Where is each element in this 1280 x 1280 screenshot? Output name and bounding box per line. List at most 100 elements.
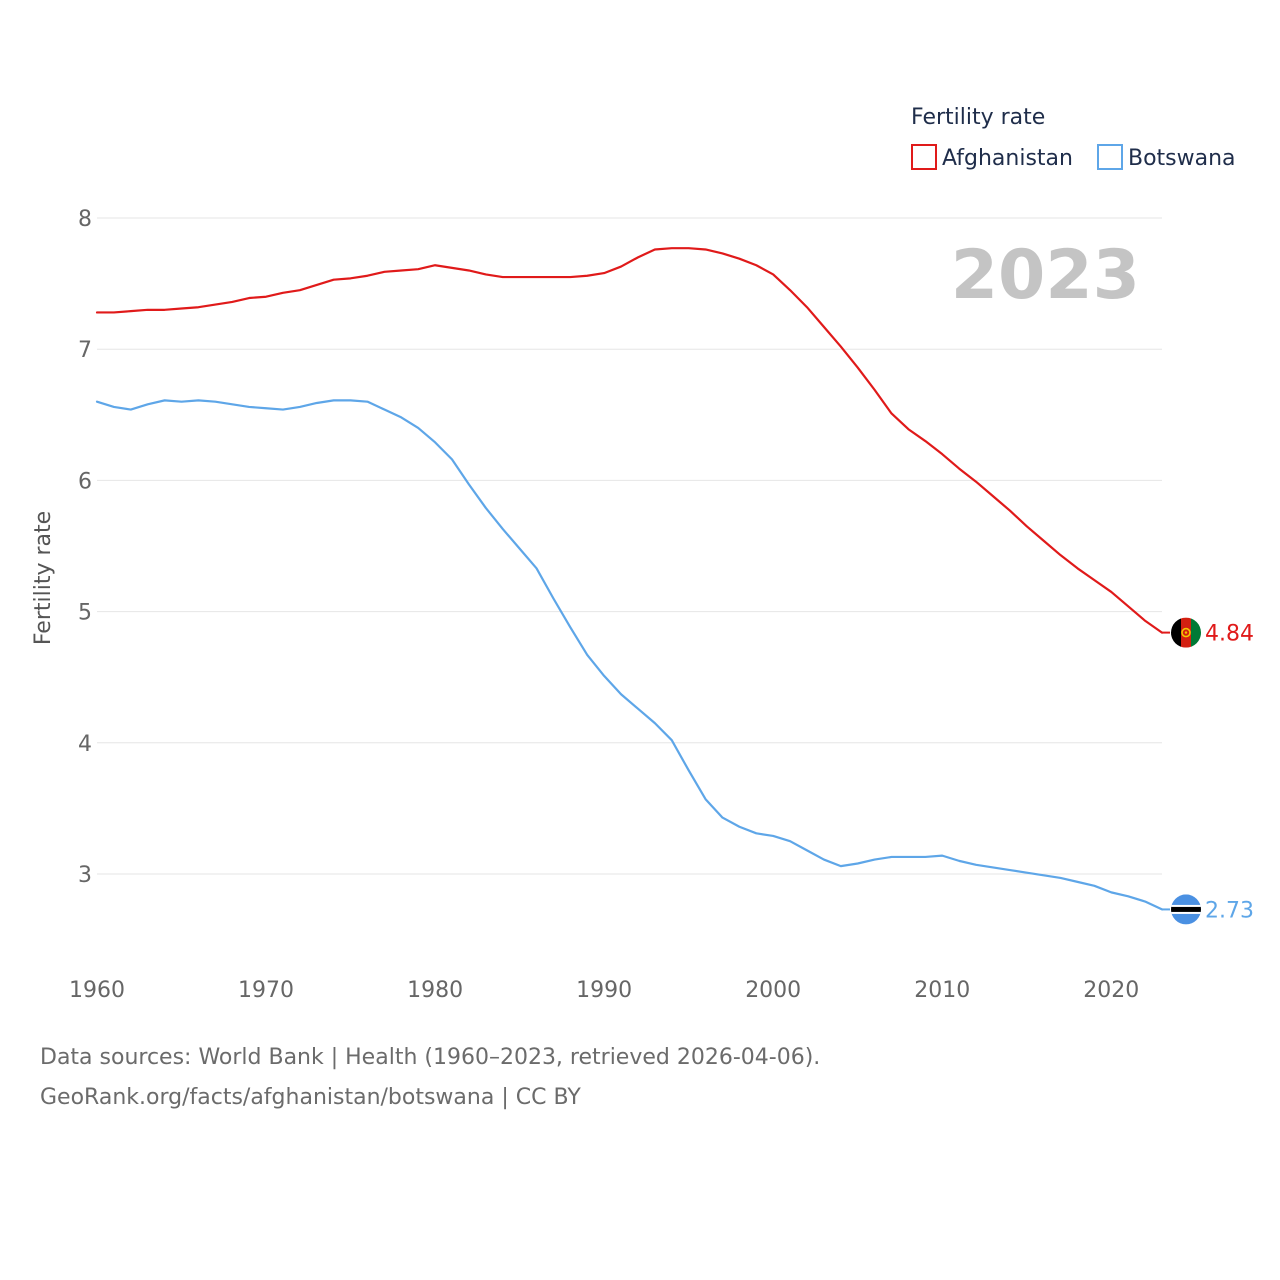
data-point-afghanistan xyxy=(772,273,774,275)
data-point-afghanistan xyxy=(383,271,385,273)
data-point-afghanistan xyxy=(536,276,538,278)
data-point-afghanistan xyxy=(654,248,656,250)
end-value-label-afghanistan: 4.84 xyxy=(1205,622,1254,647)
series-lines xyxy=(95,247,1170,911)
data-point-botswana xyxy=(874,859,876,861)
data-point-botswana xyxy=(130,409,132,411)
data-point-botswana xyxy=(840,865,842,867)
data-point-botswana xyxy=(1060,877,1062,879)
legend-item-botswana[interactable]: Botswana xyxy=(1097,144,1236,171)
data-point-afghanistan xyxy=(248,297,250,299)
data-point-botswana xyxy=(485,507,487,509)
data-sources-note: Data sources: World Bank | Health (1960–… xyxy=(40,1045,821,1070)
data-point-afghanistan xyxy=(231,301,233,303)
data-point-afghanistan xyxy=(519,276,521,278)
legend-label-botswana: Botswana xyxy=(1128,146,1236,171)
data-point-botswana xyxy=(164,399,166,401)
data-point-botswana xyxy=(417,427,419,429)
data-point-botswana xyxy=(738,826,740,828)
data-point-botswana xyxy=(1144,901,1146,903)
afghanistan-flag-icon xyxy=(1171,617,1201,648)
data-point-afghanistan xyxy=(299,289,301,291)
data-point-afghanistan xyxy=(755,264,757,266)
data-point-afghanistan xyxy=(265,296,267,298)
data-point-afghanistan xyxy=(451,267,453,269)
data-point-afghanistan xyxy=(1144,620,1146,622)
data-point-botswana xyxy=(1043,874,1045,876)
data-point-afghanistan xyxy=(552,276,554,278)
data-point-botswana xyxy=(1076,881,1078,883)
data-point-botswana xyxy=(806,849,808,851)
y-tick-label: 5 xyxy=(78,601,92,626)
data-point-afghanistan xyxy=(181,308,183,310)
data-point-botswana xyxy=(705,798,707,800)
data-point-botswana xyxy=(941,855,943,857)
data-point-afghanistan xyxy=(721,252,723,254)
data-point-botswana xyxy=(992,866,994,868)
data-point-botswana xyxy=(248,406,250,408)
data-point-afghanistan xyxy=(874,389,876,391)
data-point-afghanistan xyxy=(1076,567,1078,569)
legend: Fertility rate Afghanistan Botswana xyxy=(911,105,1236,171)
data-point-afghanistan xyxy=(958,468,960,470)
data-point-afghanistan xyxy=(366,275,368,277)
data-point-afghanistan xyxy=(400,269,402,271)
data-point-afghanistan xyxy=(113,311,115,313)
data-point-botswana xyxy=(552,597,554,599)
data-point-botswana xyxy=(857,863,859,865)
data-point-afghanistan xyxy=(671,247,673,249)
data-point-botswana xyxy=(197,399,199,401)
data-point-botswana xyxy=(400,416,402,418)
data-point-afghanistan xyxy=(1093,579,1095,581)
data-point-afghanistan xyxy=(823,326,825,328)
x-tick-label: 2010 xyxy=(914,978,970,1003)
data-point-botswana xyxy=(586,654,588,656)
series-points xyxy=(96,247,1163,910)
data-point-afghanistan xyxy=(569,276,571,278)
data-point-afghanistan xyxy=(96,311,98,313)
data-point-botswana xyxy=(316,402,318,404)
data-point-botswana xyxy=(434,441,436,443)
data-point-botswana xyxy=(637,708,639,710)
data-point-botswana xyxy=(299,406,301,408)
data-point-afghanistan xyxy=(924,440,926,442)
data-point-botswana xyxy=(603,675,605,677)
data-point-afghanistan xyxy=(1026,525,1028,527)
data-point-botswana xyxy=(789,840,791,842)
x-tick-label: 1970 xyxy=(238,978,294,1003)
data-point-botswana xyxy=(113,406,115,408)
data-point-botswana xyxy=(181,401,183,403)
data-point-afghanistan xyxy=(738,258,740,260)
attribution-link[interactable]: GeoRank.org/facts/afghanistan/botswana |… xyxy=(40,1085,581,1110)
data-point-botswana xyxy=(1093,885,1095,887)
data-point-afghanistan xyxy=(620,266,622,268)
gridlines xyxy=(97,217,1162,875)
data-point-botswana xyxy=(96,401,98,403)
data-point-afghanistan xyxy=(688,247,690,249)
y-axis-ticks: 3 4 5 6 7 8 xyxy=(78,207,92,888)
data-point-botswana xyxy=(755,832,757,834)
data-point-botswana xyxy=(891,856,893,858)
data-point-afghanistan xyxy=(789,289,791,291)
data-point-afghanistan xyxy=(434,264,436,266)
legend-item-afghanistan[interactable]: Afghanistan xyxy=(911,144,1073,171)
data-point-afghanistan xyxy=(941,453,943,455)
data-point-afghanistan xyxy=(907,428,909,430)
data-point-afghanistan xyxy=(350,277,352,279)
data-point-botswana xyxy=(772,835,774,837)
data-point-afghanistan xyxy=(316,284,318,286)
data-point-afghanistan xyxy=(1127,605,1129,607)
series-line-afghanistan xyxy=(95,247,1164,634)
data-point-botswana xyxy=(958,860,960,862)
y-tick-label: 8 xyxy=(78,207,92,232)
legend-title: Fertility rate xyxy=(911,105,1045,130)
x-tick-label: 2020 xyxy=(1083,978,1139,1003)
series-line-botswana xyxy=(95,399,1164,911)
data-point-botswana xyxy=(451,458,453,460)
data-point-afghanistan xyxy=(147,309,149,311)
year-watermark: 2023 xyxy=(951,236,1140,315)
data-point-afghanistan xyxy=(806,306,808,308)
data-point-afghanistan xyxy=(840,346,842,348)
data-point-afghanistan xyxy=(1009,510,1011,512)
data-point-botswana xyxy=(823,859,825,861)
